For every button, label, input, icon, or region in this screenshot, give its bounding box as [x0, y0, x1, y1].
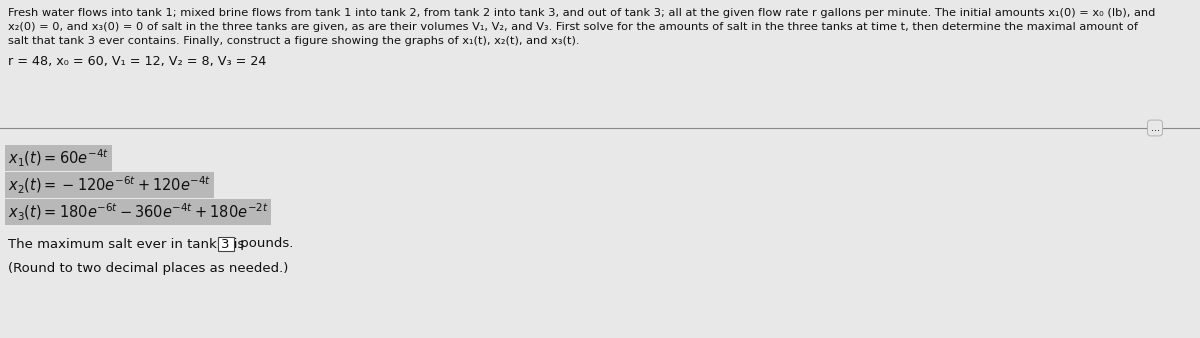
Text: pounds.: pounds. — [236, 238, 293, 250]
Text: The maximum salt ever in tank 3 is: The maximum salt ever in tank 3 is — [8, 238, 248, 250]
Text: $x_1(t) = 60e^{-4t}$: $x_1(t) = 60e^{-4t}$ — [8, 147, 109, 169]
Bar — [218, 237, 234, 251]
Text: ...: ... — [1151, 123, 1159, 133]
Text: $x_3(t) = 180e^{-6t} - 360e^{-4t} + 180e^{-2t}$: $x_3(t) = 180e^{-6t} - 360e^{-4t} + 180e… — [8, 201, 269, 222]
Text: (Round to two decimal places as needed.): (Round to two decimal places as needed.) — [8, 262, 288, 275]
Text: salt that tank 3 ever contains. Finally, construct a figure showing the graphs o: salt that tank 3 ever contains. Finally,… — [8, 36, 580, 46]
Text: x₂(0) = 0, and x₃(0) = 0 of salt in the three tanks are given, as are their volu: x₂(0) = 0, and x₃(0) = 0 of salt in the … — [8, 22, 1138, 32]
Text: r = 48, x₀ = 60, V₁ = 12, V₂ = 8, V₃ = 24: r = 48, x₀ = 60, V₁ = 12, V₂ = 8, V₃ = 2… — [8, 55, 266, 68]
Text: $x_2(t) = -120e^{-6t} + 120e^{-4t}$: $x_2(t) = -120e^{-6t} + 120e^{-4t}$ — [8, 174, 211, 196]
Text: Fresh water flows into tank 1; mixed brine flows from tank 1 into tank 2, from t: Fresh water flows into tank 1; mixed bri… — [8, 8, 1156, 18]
